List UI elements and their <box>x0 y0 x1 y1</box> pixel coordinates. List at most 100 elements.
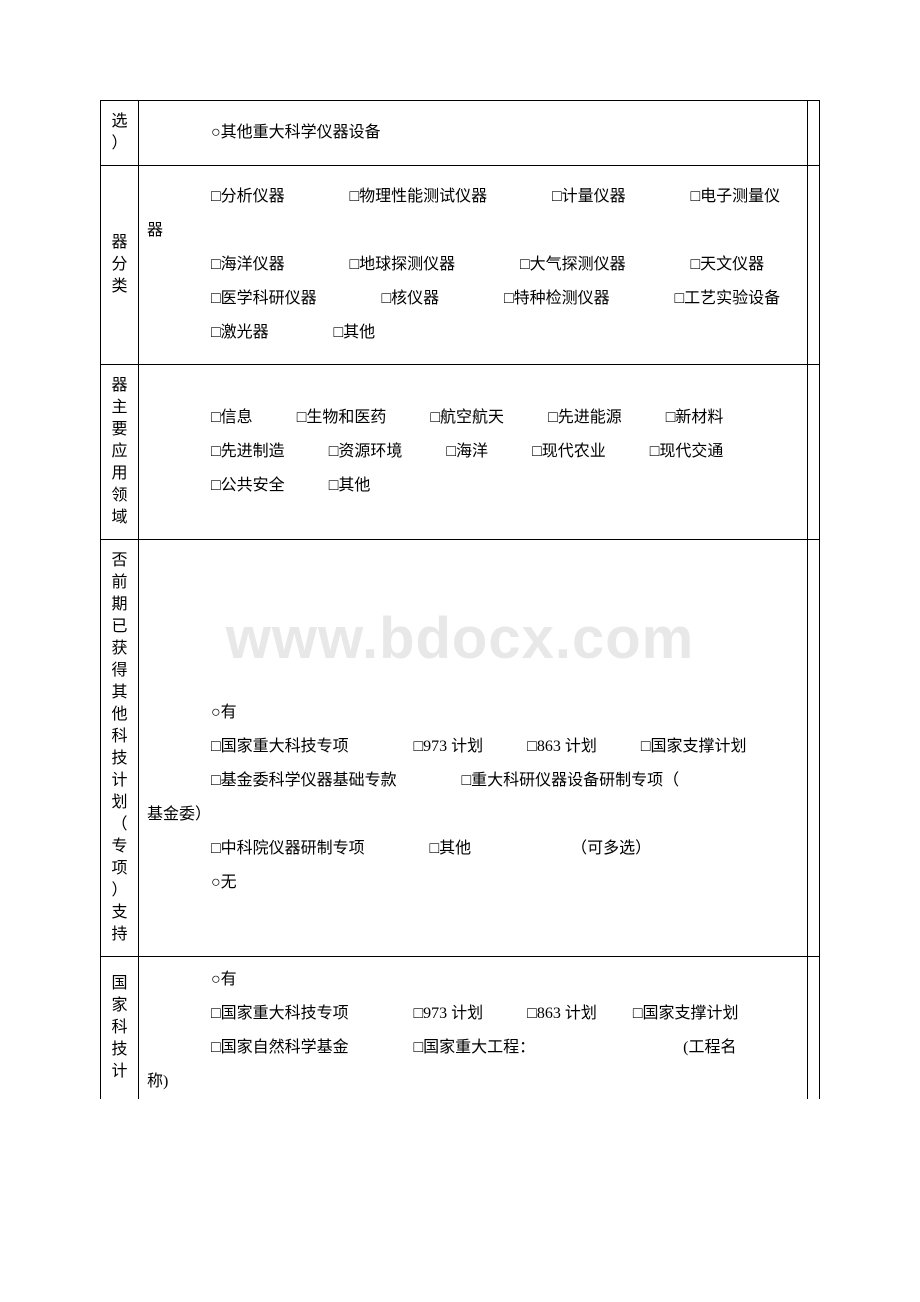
chk-modern-agri[interactable] <box>500 435 542 469</box>
row1-label-cell: 选） <box>101 101 139 166</box>
chk-new-material[interactable] <box>634 401 676 435</box>
row4-content-cell: 有 国家重大科技专项 973 计划 863 计划 国家支撑计划 基金委科学仪器基… <box>139 540 808 957</box>
opt-973: 973 计划 <box>423 738 483 755</box>
row4-label-cell: 否前期已获得其他科技计划（专项）支持 <box>101 540 139 957</box>
opt-analysis: 分析仪器 <box>221 188 285 205</box>
row1-content-cell: 其他重大科学仪器设备 <box>139 101 808 166</box>
chk-nat-major-st[interactable] <box>179 997 221 1031</box>
chk-prior-other[interactable] <box>397 832 439 866</box>
chk-major-instr-dev[interactable] <box>429 764 471 798</box>
chk-cas-instr[interactable] <box>179 832 221 866</box>
chk-adv-energy[interactable] <box>516 401 558 435</box>
opt-major-st-special: 国家重大科技专项 <box>221 738 349 755</box>
chk-nsfc[interactable] <box>179 1031 221 1065</box>
opt-process-exp: 工艺实验设备 <box>684 290 780 307</box>
opt-other-cat: 其他 <box>343 324 375 341</box>
chk-modern-traffic[interactable] <box>618 435 660 469</box>
chk-973[interactable] <box>381 730 423 764</box>
radio-nat-have[interactable] <box>179 963 221 997</box>
opt-major-instr-dev-tail: 基金委） <box>147 806 211 823</box>
row3-label: 器主要应用领域 <box>105 375 134 529</box>
opt-support-plan: 国家支撑计划 <box>651 738 747 755</box>
row1-rgap <box>808 101 820 166</box>
chk-public-safety[interactable] <box>179 469 221 503</box>
row-national-st-plan: 国家科技计 有 国家重大科技专项 973 计划 863 计划 国家支撑计划 国家… <box>101 957 820 1100</box>
chk-resource-env[interactable] <box>297 435 339 469</box>
note-project-name-tail: 称) <box>147 1073 168 1090</box>
opt-nat-have: 有 <box>221 971 237 988</box>
radio-other-major-equipment[interactable] <box>179 116 221 150</box>
chk-support-plan[interactable] <box>609 730 651 764</box>
row4-label: 否前期已获得其他科技计划（专项）支持 <box>105 550 134 946</box>
opt-adv-energy: 先进能源 <box>558 409 622 426</box>
chk-aerospace[interactable] <box>398 401 440 435</box>
chk-nuclear[interactable] <box>349 282 391 316</box>
row-other-major-equipment: 选） 其他重大科学仪器设备 <box>101 101 820 166</box>
chk-astronomy[interactable] <box>658 248 700 282</box>
opt-astronomy: 天文仪器 <box>700 256 764 273</box>
chk-863[interactable] <box>495 730 537 764</box>
chk-atmosphere-probe[interactable] <box>488 248 530 282</box>
row3-content-cell: 信息 生物和医药 航空航天 先进能源 新材料 先进制造 资源环境 海洋 现代农业… <box>139 365 808 540</box>
radio-prior-none[interactable] <box>179 866 221 900</box>
chk-nat-major-proj[interactable] <box>381 1031 423 1065</box>
opt-laser: 激光器 <box>221 324 269 341</box>
note-multiselect: （可多选） <box>571 840 651 857</box>
chk-ocean[interactable] <box>179 248 221 282</box>
row2-label: 器分类 <box>105 232 134 298</box>
opt-electronic-measure: 电子测量仪 <box>700 188 780 205</box>
opt-other-field: 其他 <box>338 477 370 494</box>
note-project-name: (工程名 <box>683 1039 736 1056</box>
opt-modern-agri: 现代农业 <box>542 443 606 460</box>
chk-laser[interactable] <box>179 316 221 350</box>
chk-adv-mfg[interactable] <box>179 435 221 469</box>
chk-biomed[interactable] <box>265 401 307 435</box>
row5-rgap <box>808 957 820 1100</box>
opt-adv-mfg: 先进制造 <box>221 443 285 460</box>
chk-nat-863[interactable] <box>495 997 537 1031</box>
chk-other-cat[interactable] <box>301 316 343 350</box>
opt-new-material: 新材料 <box>675 409 723 426</box>
row3-label-cell: 器主要应用领域 <box>101 365 139 540</box>
chk-major-st-special[interactable] <box>179 730 221 764</box>
opt-ocean-field: 海洋 <box>456 443 488 460</box>
opt-nat-863: 863 计划 <box>537 1005 597 1022</box>
chk-electronic-measure[interactable] <box>658 180 700 214</box>
chk-process-exp[interactable] <box>642 282 684 316</box>
chk-nat-973[interactable] <box>381 997 423 1031</box>
opt-special-detect: 特种检测仪器 <box>514 290 610 307</box>
opt-atmosphere-probe: 大气探测仪器 <box>530 256 626 273</box>
row5-label: 国家科技计 <box>105 973 134 1083</box>
row5-label-cell: 国家科技计 <box>101 957 139 1100</box>
opt-public-safety: 公共安全 <box>221 477 285 494</box>
chk-special-detect[interactable] <box>472 282 514 316</box>
chk-nsfc-basic[interactable] <box>179 764 221 798</box>
chk-other-field[interactable] <box>297 469 339 503</box>
chk-physical-test[interactable] <box>317 180 359 214</box>
chk-medical-research[interactable] <box>179 282 221 316</box>
opt-nat-support: 国家支撑计划 <box>643 1005 739 1022</box>
opt-prior-other: 其他 <box>439 840 471 857</box>
row5-content-cell: 有 国家重大科技专项 973 计划 863 计划 国家支撑计划 国家自然科学基金… <box>139 957 808 1100</box>
opt-prior-none: 无 <box>221 874 237 891</box>
opt-nat-major-proj: 国家重大工程： <box>423 1039 535 1056</box>
chk-metrology[interactable] <box>520 180 562 214</box>
radio-prior-have[interactable] <box>179 696 221 730</box>
opt-nat-major-st: 国家重大科技专项 <box>221 1005 349 1022</box>
row-main-application-field: 器主要应用领域 信息 生物和医药 航空航天 先进能源 新材料 先进制造 资源环境… <box>101 365 820 540</box>
opt-cas-instr: 中科院仪器研制专项 <box>221 840 365 857</box>
row4-rgap <box>808 540 820 957</box>
row-instrument-category: 器分类 分析仪器 物理性能测试仪器 计量仪器 电子测量仪 器 海洋仪器 地球探测… <box>101 166 820 365</box>
chk-analysis[interactable] <box>179 180 221 214</box>
chk-info[interactable] <box>179 401 221 435</box>
chk-nat-support[interactable] <box>601 997 643 1031</box>
opt-modern-traffic: 现代交通 <box>659 443 723 460</box>
opt-biomed: 生物和医药 <box>306 409 386 426</box>
opt-ocean: 海洋仪器 <box>221 256 285 273</box>
chk-ocean-field[interactable] <box>414 435 456 469</box>
row-prior-support: 否前期已获得其他科技计划（专项）支持 有 国家重大科技专项 973 计划 863… <box>101 540 820 957</box>
chk-earth-probe[interactable] <box>317 248 359 282</box>
form-table: 选） 其他重大科学仪器设备 器分类 分析仪器 物理性能测试仪器 计量仪器 电子测… <box>100 100 820 1099</box>
opt-physical-test: 物理性能测试仪器 <box>359 188 487 205</box>
opt-major-instr-dev: 重大科研仪器设备研制专项（ <box>471 772 679 789</box>
